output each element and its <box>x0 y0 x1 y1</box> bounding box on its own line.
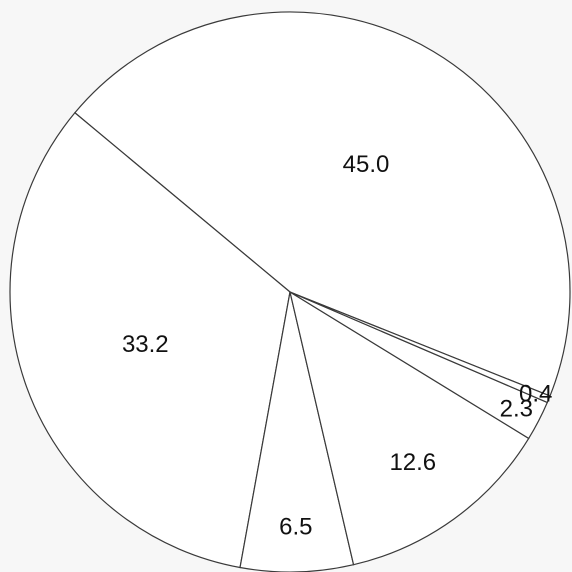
pie-slice <box>9 111 291 569</box>
pie-slice <box>289 290 530 566</box>
pie-slice <box>289 291 551 404</box>
slice-label: 6.5 <box>279 514 312 541</box>
slice-label: 45.0 <box>343 151 390 178</box>
slice-label: 33.2 <box>122 331 169 358</box>
slice-label: 2.3 <box>500 396 533 423</box>
slice-label: 0.4 <box>519 380 552 407</box>
pie-slice <box>74 11 571 397</box>
slice-label: 12.6 <box>389 449 436 476</box>
